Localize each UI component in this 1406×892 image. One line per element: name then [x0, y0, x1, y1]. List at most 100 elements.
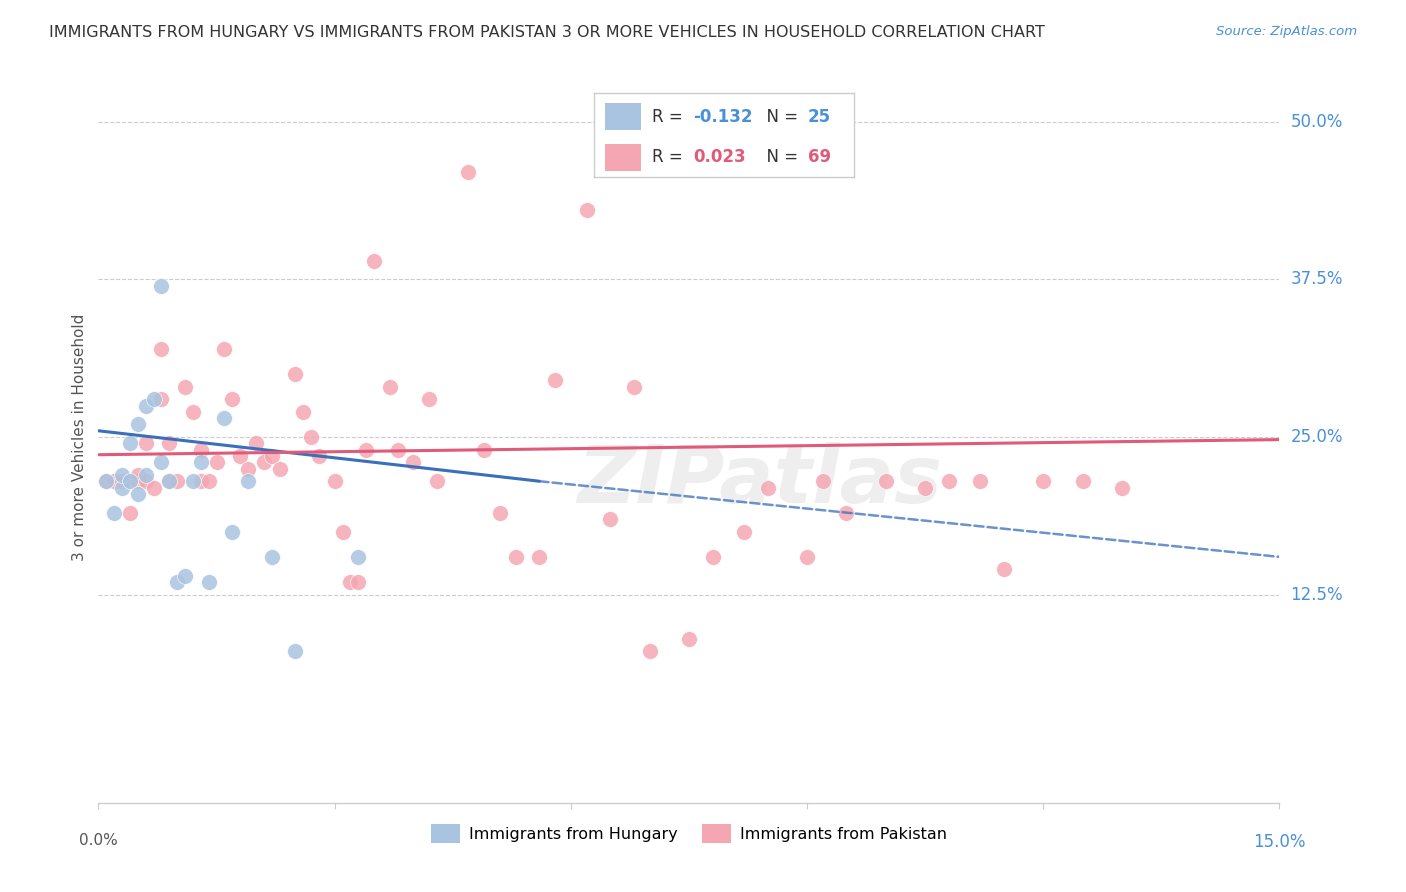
- Point: [339, 575, 361, 590]
- Point: [150, 278, 173, 293]
- Point: [190, 442, 212, 457]
- Point: [135, 474, 157, 488]
- Point: [969, 474, 991, 488]
- Point: [354, 442, 377, 457]
- Point: [236, 474, 259, 488]
- Point: [875, 474, 897, 488]
- Point: [214, 411, 236, 425]
- Point: [347, 549, 370, 564]
- Point: [332, 524, 354, 539]
- Point: [299, 430, 322, 444]
- Text: ZIPatlas: ZIPatlas: [578, 442, 942, 520]
- Point: [347, 575, 370, 590]
- Point: [1111, 481, 1133, 495]
- Point: [127, 467, 149, 482]
- Point: [914, 481, 936, 495]
- Text: IMMIGRANTS FROM HUNGARY VS IMMIGRANTS FROM PAKISTAN 3 OR MORE VEHICLES IN HOUSEH: IMMIGRANTS FROM HUNGARY VS IMMIGRANTS FR…: [49, 25, 1045, 40]
- Point: [174, 379, 197, 393]
- Point: [575, 203, 598, 218]
- Point: [150, 455, 173, 469]
- Text: Source: ZipAtlas.com: Source: ZipAtlas.com: [1216, 25, 1357, 38]
- Point: [308, 449, 330, 463]
- Point: [457, 165, 479, 179]
- Point: [489, 506, 512, 520]
- Point: [96, 474, 118, 488]
- Point: [111, 474, 134, 488]
- Point: [284, 367, 307, 381]
- Point: [181, 474, 204, 488]
- Point: [938, 474, 960, 488]
- Point: [221, 524, 243, 539]
- Point: [418, 392, 440, 407]
- Point: [127, 474, 149, 488]
- Point: [214, 342, 236, 356]
- Text: 12.5%: 12.5%: [1291, 586, 1343, 604]
- Text: 50.0%: 50.0%: [1291, 112, 1343, 131]
- Point: [127, 417, 149, 432]
- Text: 25.0%: 25.0%: [1291, 428, 1343, 446]
- Point: [253, 455, 276, 469]
- Point: [472, 442, 495, 457]
- Point: [190, 455, 212, 469]
- Point: [1032, 474, 1054, 488]
- Point: [269, 461, 291, 475]
- Point: [323, 474, 346, 488]
- Point: [402, 455, 425, 469]
- Point: [118, 506, 141, 520]
- Point: [245, 436, 267, 450]
- Point: [756, 481, 779, 495]
- Point: [229, 449, 252, 463]
- Point: [205, 455, 228, 469]
- Point: [103, 506, 125, 520]
- Point: [135, 467, 157, 482]
- Point: [796, 549, 818, 564]
- Point: [260, 549, 283, 564]
- Text: 0.0%: 0.0%: [79, 833, 118, 848]
- Point: [811, 474, 834, 488]
- Point: [993, 562, 1015, 576]
- Point: [221, 392, 243, 407]
- Point: [638, 644, 661, 658]
- Point: [135, 436, 157, 450]
- Point: [96, 474, 118, 488]
- Point: [378, 379, 401, 393]
- Point: [623, 379, 645, 393]
- Point: [157, 474, 180, 488]
- Point: [544, 373, 567, 387]
- Point: [387, 442, 409, 457]
- Point: [702, 549, 724, 564]
- Point: [111, 481, 134, 495]
- Point: [292, 405, 315, 419]
- Point: [733, 524, 755, 539]
- Point: [142, 481, 165, 495]
- Point: [157, 436, 180, 450]
- Point: [835, 506, 858, 520]
- Point: [118, 474, 141, 488]
- Point: [236, 461, 259, 475]
- Point: [157, 474, 180, 488]
- Point: [135, 399, 157, 413]
- Point: [284, 644, 307, 658]
- Point: [181, 405, 204, 419]
- Point: [150, 392, 173, 407]
- Point: [529, 549, 551, 564]
- Legend: Immigrants from Hungary, Immigrants from Pakistan: Immigrants from Hungary, Immigrants from…: [425, 817, 953, 850]
- Point: [103, 474, 125, 488]
- Point: [599, 512, 621, 526]
- Point: [678, 632, 700, 646]
- Point: [166, 575, 188, 590]
- Text: 37.5%: 37.5%: [1291, 270, 1343, 288]
- Point: [142, 392, 165, 407]
- Point: [1071, 474, 1094, 488]
- Point: [127, 487, 149, 501]
- Point: [166, 474, 188, 488]
- Point: [197, 474, 219, 488]
- Text: 15.0%: 15.0%: [1253, 833, 1306, 851]
- Point: [197, 575, 219, 590]
- Point: [174, 569, 197, 583]
- Point: [363, 253, 385, 268]
- Point: [111, 467, 134, 482]
- Point: [150, 342, 173, 356]
- Point: [505, 549, 527, 564]
- Point: [190, 474, 212, 488]
